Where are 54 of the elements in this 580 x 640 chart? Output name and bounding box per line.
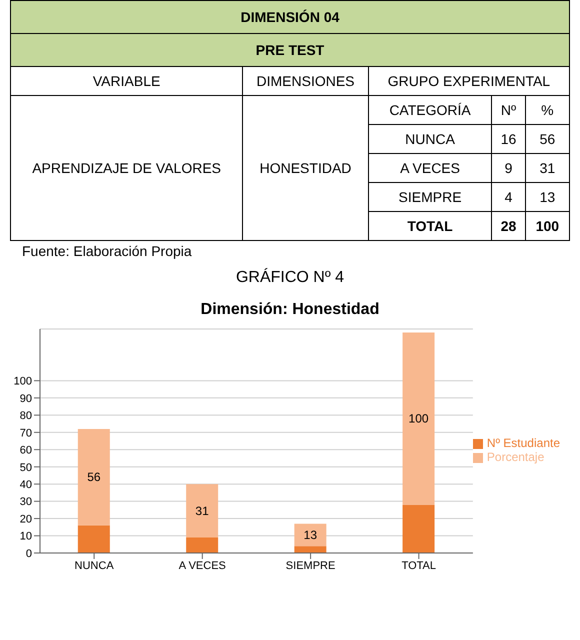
text: VARIABLE: [10, 66, 243, 96]
text: DIMENSIONES: [242, 66, 368, 96]
text: APRENDIZAJE DE VALORES: [10, 96, 243, 240]
data-label: 56: [87, 470, 101, 484]
bar: [402, 504, 435, 553]
data-label: 13: [304, 528, 318, 542]
legend-label: Porcentaje: [486, 450, 544, 464]
text: 31: [525, 154, 570, 182]
text: NUNCA: [368, 124, 492, 154]
bar: [402, 332, 435, 505]
y-tick-label: 10: [20, 530, 32, 543]
y-tick-label: 0: [26, 548, 32, 560]
text: Nº: [492, 96, 526, 124]
text: SIEMPRE: [368, 182, 492, 212]
data-label: 31: [195, 504, 210, 518]
text: 100: [525, 212, 570, 240]
y-tick-label: 60: [20, 444, 32, 457]
text: CATEGORÍA: [368, 96, 492, 124]
data-label: 100: [408, 412, 429, 426]
text: A VECES: [368, 154, 492, 182]
chart-title: Dimensión: Honestidad: [200, 301, 380, 319]
y-tick-label: 90: [20, 392, 32, 405]
bar: [186, 484, 218, 538]
x-tick-label: A VECES: [178, 560, 226, 572]
y-tick-label: 50: [20, 462, 32, 474]
text: PRE TEST: [10, 34, 570, 66]
text: GRUPO EXPERIMENTAL: [368, 66, 570, 96]
x-tick-label: NUNCA: [74, 560, 114, 572]
y-tick-label: 20: [20, 513, 32, 526]
bar: [78, 525, 110, 553]
text: %: [525, 96, 570, 124]
y-tick-label: 40: [20, 478, 32, 491]
text: 4: [492, 182, 526, 212]
text: 9: [492, 154, 526, 182]
x-tick-label: TOTAL: [402, 560, 436, 572]
legend-label: Nº Estudiante: [486, 436, 560, 450]
bar: [78, 428, 110, 526]
text: HONESTIDAD: [242, 96, 368, 240]
bar: [294, 524, 326, 546]
y-tick-label: 70: [20, 427, 32, 440]
x-tick-label: SIEMPRE: [286, 560, 336, 572]
y-tick-label: 80: [20, 410, 32, 422]
text: 16: [492, 124, 526, 154]
source-note: Fuente: Elaboración Propia: [22, 243, 193, 259]
text: DIMENSIÓN 04: [10, 0, 570, 34]
y-tick-label: 100: [14, 376, 32, 388]
text: GRÁFICO Nº 4: [234, 269, 346, 287]
text: 13: [525, 182, 570, 212]
text: 56: [525, 124, 570, 154]
text: TOTAL: [368, 212, 492, 240]
y-tick-label: 30: [20, 496, 32, 508]
text: 28: [492, 212, 526, 240]
bar: [186, 537, 218, 553]
bar: [294, 546, 326, 553]
